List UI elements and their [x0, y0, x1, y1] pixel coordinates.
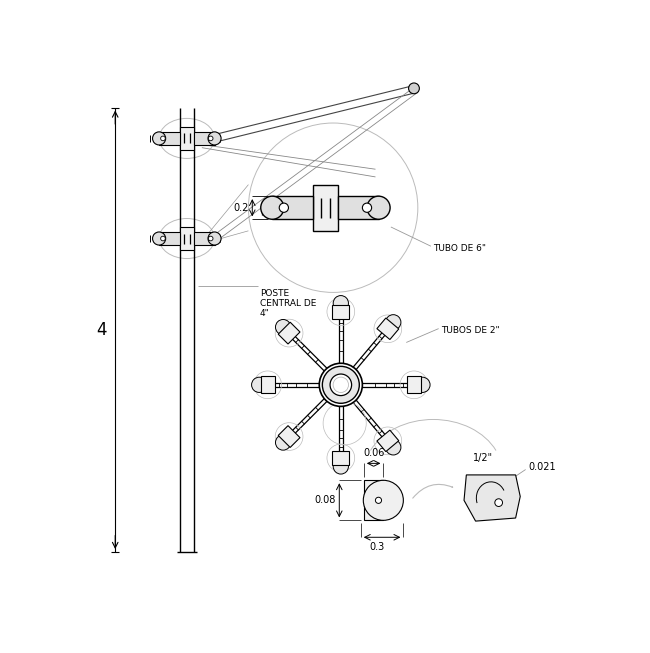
Circle shape: [208, 232, 221, 245]
Bar: [272, 196, 313, 219]
Text: 0.06: 0.06: [363, 449, 384, 458]
Circle shape: [409, 83, 419, 94]
Polygon shape: [332, 305, 349, 319]
Circle shape: [209, 236, 213, 241]
Circle shape: [248, 123, 418, 293]
Bar: [338, 196, 378, 219]
Circle shape: [333, 459, 348, 474]
Bar: [313, 185, 338, 231]
Bar: [364, 481, 384, 520]
Polygon shape: [377, 430, 399, 452]
Circle shape: [495, 499, 502, 507]
Text: 0.021: 0.021: [528, 462, 556, 472]
Circle shape: [208, 132, 221, 145]
Bar: [180, 127, 194, 150]
Circle shape: [363, 481, 404, 520]
Circle shape: [209, 136, 213, 141]
Polygon shape: [278, 322, 300, 344]
Circle shape: [333, 377, 348, 392]
Circle shape: [367, 196, 390, 219]
Ellipse shape: [159, 219, 214, 259]
Text: 0.2: 0.2: [233, 202, 248, 213]
Circle shape: [385, 315, 401, 330]
Circle shape: [261, 196, 284, 219]
Text: POSTE
CENTRAL DE
4": POSTE CENTRAL DE 4": [260, 289, 317, 319]
Polygon shape: [377, 318, 399, 340]
Text: TUBOS DE 2": TUBOS DE 2": [441, 326, 500, 336]
Polygon shape: [407, 376, 421, 393]
Circle shape: [319, 363, 363, 406]
Circle shape: [363, 203, 372, 212]
Bar: [159, 132, 180, 145]
Bar: [194, 232, 214, 245]
Circle shape: [322, 366, 359, 404]
Circle shape: [333, 296, 348, 311]
Polygon shape: [261, 376, 274, 393]
Circle shape: [276, 435, 291, 450]
Bar: [159, 232, 180, 245]
Polygon shape: [332, 451, 349, 465]
Bar: [180, 227, 194, 250]
Circle shape: [161, 236, 165, 241]
Ellipse shape: [159, 118, 214, 159]
Circle shape: [153, 232, 166, 245]
Circle shape: [415, 377, 430, 392]
Circle shape: [276, 319, 291, 335]
Circle shape: [330, 374, 352, 396]
Circle shape: [161, 136, 165, 141]
Text: 4: 4: [96, 321, 107, 339]
Circle shape: [385, 439, 401, 455]
Text: 1/2": 1/2": [473, 453, 493, 463]
Circle shape: [153, 132, 166, 145]
Text: TUBO DE 6": TUBO DE 6": [433, 244, 486, 253]
Circle shape: [252, 377, 267, 392]
Polygon shape: [278, 426, 300, 447]
Text: 0.3: 0.3: [369, 542, 385, 552]
Circle shape: [280, 203, 289, 212]
FancyArrowPatch shape: [413, 485, 452, 498]
Polygon shape: [464, 475, 520, 521]
Bar: [194, 132, 214, 145]
Text: 0.08: 0.08: [315, 496, 336, 505]
Circle shape: [376, 497, 382, 503]
